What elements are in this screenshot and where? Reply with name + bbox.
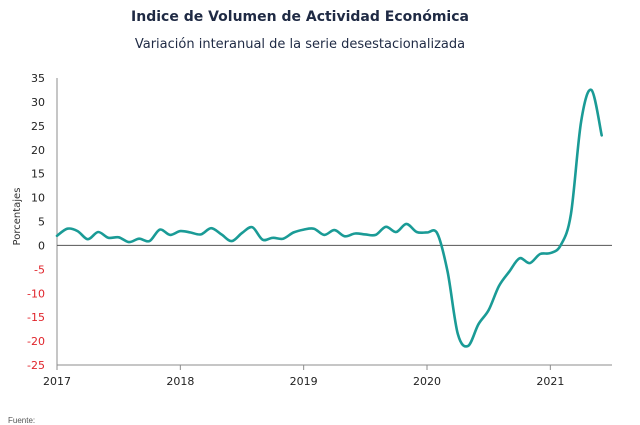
data-point [364, 233, 366, 235]
data-point [529, 262, 531, 264]
data-point [477, 323, 479, 325]
data-point [549, 252, 551, 254]
data-point [539, 253, 541, 255]
x-tick-label: 2020 [413, 375, 441, 388]
y-tick-label: 25 [31, 120, 45, 133]
data-point [601, 134, 603, 136]
data-point [395, 231, 397, 233]
data-point [303, 228, 305, 230]
data-point [210, 227, 212, 229]
data-point [498, 285, 500, 287]
data-point [457, 333, 459, 335]
y-tick-label: 30 [31, 96, 45, 109]
y-tick-label: -15 [27, 311, 45, 324]
data-point [66, 228, 68, 230]
x-tick-label: 2019 [290, 375, 318, 388]
data-point [282, 238, 284, 240]
data-point [590, 89, 592, 91]
data-point [241, 232, 243, 234]
data-point [261, 239, 263, 241]
y-axis-label: Porcentajes [12, 188, 23, 246]
data-point [169, 234, 171, 236]
data-point [508, 271, 510, 273]
y-tick-label: -5 [34, 263, 45, 276]
y-tick-label: 20 [31, 144, 45, 157]
data-point [354, 232, 356, 234]
data-point [179, 230, 181, 232]
data-point [97, 231, 99, 233]
x-axis-ticks: 2017 2018 2019 2020 2021 [43, 365, 564, 388]
data-point [159, 228, 161, 230]
data-point [436, 232, 438, 234]
data-point [118, 236, 120, 238]
data-point [518, 257, 520, 259]
series-line [55, 88, 603, 348]
data-point [313, 228, 315, 230]
data-point [56, 235, 58, 237]
y-tick-label: 0 [38, 239, 45, 252]
x-tick-label: 2017 [43, 375, 71, 388]
y-tick-label: -25 [27, 359, 45, 372]
data-point [374, 234, 376, 236]
data-point [580, 120, 582, 122]
y-tick-label: -20 [27, 335, 45, 348]
data-point [107, 237, 109, 239]
data-point [416, 231, 418, 233]
data-point [231, 240, 233, 242]
data-point [446, 271, 448, 273]
data-point [559, 244, 561, 246]
series-layer [55, 88, 603, 348]
data-point [138, 238, 140, 240]
y-tick-label: 35 [31, 72, 45, 85]
data-point [292, 231, 294, 233]
data-point [426, 231, 428, 233]
data-point [220, 233, 222, 235]
chart-subtitle: Variación interanual de la serie desesta… [134, 37, 466, 52]
data-point [385, 226, 387, 228]
chart-title: Indice de Volumen de Actividad Económica [131, 9, 469, 25]
data-point [251, 226, 253, 228]
data-point [323, 234, 325, 236]
data-point [87, 238, 89, 240]
y-tick-label: 10 [31, 192, 45, 205]
data-point [189, 231, 191, 233]
data-point [405, 223, 407, 225]
data-point [488, 309, 490, 311]
axes [56, 78, 612, 366]
data-point [200, 233, 202, 235]
data-point [570, 213, 572, 215]
y-tick-label: 15 [31, 168, 45, 181]
y-tick-label: 5 [38, 216, 45, 229]
data-point [272, 237, 274, 239]
data-point [333, 229, 335, 231]
data-point [467, 345, 469, 347]
data-point [76, 230, 78, 232]
y-tick-label: -10 [27, 287, 45, 300]
x-tick-label: 2021 [536, 375, 564, 388]
x-tick-label: 2018 [166, 375, 194, 388]
data-point [344, 235, 346, 237]
y-axis-ticks: 35 30 25 20 15 10 5 0 -5 -10 -15 -20 -25 [27, 72, 45, 372]
data-point [128, 241, 130, 243]
source-footer: Fuente: [8, 416, 36, 425]
data-point [148, 240, 150, 242]
